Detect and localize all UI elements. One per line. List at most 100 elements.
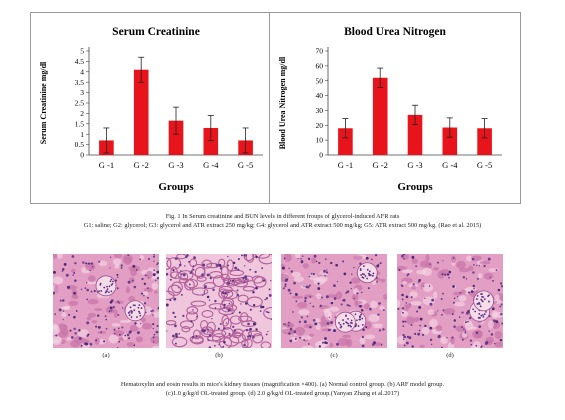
tubule: [223, 334, 240, 347]
nucleus: [487, 257, 491, 261]
nucleus: [437, 335, 441, 339]
nucleus: [301, 259, 303, 262]
nucleus: [440, 298, 443, 301]
glomerulus-nucleus: [478, 317, 480, 319]
nucleus: [490, 333, 494, 336]
nucleus: [255, 328, 258, 331]
nucleus: [174, 257, 178, 260]
glomerulus-nucleus: [359, 269, 362, 271]
nucleus: [86, 288, 89, 292]
tubule: [185, 278, 199, 289]
nucleus: [284, 285, 287, 288]
glomerulus-nucleus: [362, 265, 365, 268]
glomerulus-nucleus: [371, 274, 374, 277]
nucleus: [61, 299, 65, 302]
glomerulus-nucleus: [110, 278, 113, 281]
nucleus: [428, 285, 431, 287]
nucleus: [402, 333, 405, 337]
nucleus: [301, 255, 304, 257]
glomerulus-nucleus: [349, 321, 352, 324]
nucleus: [303, 320, 307, 324]
glomerulus-nucleus: [363, 273, 366, 276]
glomerulus-nucleus: [130, 316, 133, 319]
tubule: [206, 335, 221, 342]
nucleus: [133, 344, 136, 347]
nucleus: [333, 329, 336, 333]
glomerulus-nucleus: [367, 272, 370, 275]
nucleus: [500, 285, 503, 288]
nucleus: [243, 281, 245, 284]
nucleus: [446, 273, 450, 276]
nucleus: [462, 276, 466, 279]
nucleus: [74, 279, 77, 282]
cell-region: [123, 257, 132, 265]
nucleus: [144, 274, 147, 277]
nucleus: [458, 316, 461, 318]
cell-region: [61, 312, 67, 318]
cell-region: [153, 290, 158, 294]
y-tick-label: 0: [80, 151, 84, 160]
nucleus: [317, 287, 321, 290]
glomerulus-nucleus: [136, 316, 138, 318]
glomerulus-nucleus: [358, 318, 361, 321]
figure1-caption: Fig. 1 In Serum creatinine and BUN level…: [0, 212, 565, 230]
nucleus: [289, 292, 292, 295]
nucleus: [192, 336, 194, 338]
nucleus: [247, 322, 250, 326]
nucleus: [465, 311, 469, 315]
nucleus: [312, 305, 315, 308]
nucleus: [252, 303, 256, 307]
x-tick-label: G -2: [373, 160, 388, 170]
nucleus: [228, 332, 231, 335]
cell-region: [363, 303, 370, 310]
glomerulus-nucleus: [140, 307, 143, 310]
nucleus: [300, 316, 303, 319]
nucleus: [217, 327, 220, 330]
glomerulus-nucleus: [350, 319, 353, 322]
glomerulus-nucleus: [132, 304, 135, 307]
nucleus: [441, 314, 443, 316]
nucleus: [334, 316, 337, 318]
nucleus: [127, 280, 131, 284]
nucleus: [350, 288, 352, 290]
cell-region: [458, 295, 467, 302]
glomerulus-nucleus: [361, 317, 364, 320]
nucleus: [141, 277, 144, 281]
nucleus: [424, 297, 426, 299]
nucleus: [397, 307, 400, 310]
nucleus: [333, 297, 337, 300]
nucleus: [93, 289, 96, 293]
nucleus: [190, 320, 193, 323]
cell-region: [411, 258, 418, 264]
glomerulus-nucleus: [366, 277, 369, 280]
nucleus: [152, 323, 155, 326]
nucleus: [470, 343, 473, 346]
nucleus: [475, 331, 479, 334]
nucleus: [214, 299, 217, 303]
nucleus: [152, 273, 156, 277]
glomerulus-nucleus: [103, 286, 106, 289]
nucleus: [350, 273, 353, 275]
nucleus: [415, 265, 418, 268]
glomerulus: [356, 262, 378, 284]
tubule: [222, 317, 232, 330]
nucleus: [288, 321, 290, 324]
y-tick-label: 3: [80, 88, 84, 97]
cell-region: [308, 333, 315, 337]
nucleus: [116, 287, 119, 290]
glomerulus-nucleus: [108, 285, 111, 288]
nucleus: [451, 336, 454, 339]
nucleus: [223, 303, 226, 307]
nucleus: [184, 265, 186, 267]
cell-region: [85, 281, 97, 285]
nucleus: [128, 337, 131, 340]
nucleus: [157, 306, 159, 310]
nucleus: [464, 330, 467, 332]
tissue-texture: [166, 254, 272, 348]
cell-region: [379, 305, 385, 310]
nucleus: [284, 323, 286, 326]
nucleus: [174, 315, 177, 319]
nucleus: [437, 310, 439, 312]
nucleus: [127, 254, 130, 257]
nucleus: [476, 264, 478, 267]
